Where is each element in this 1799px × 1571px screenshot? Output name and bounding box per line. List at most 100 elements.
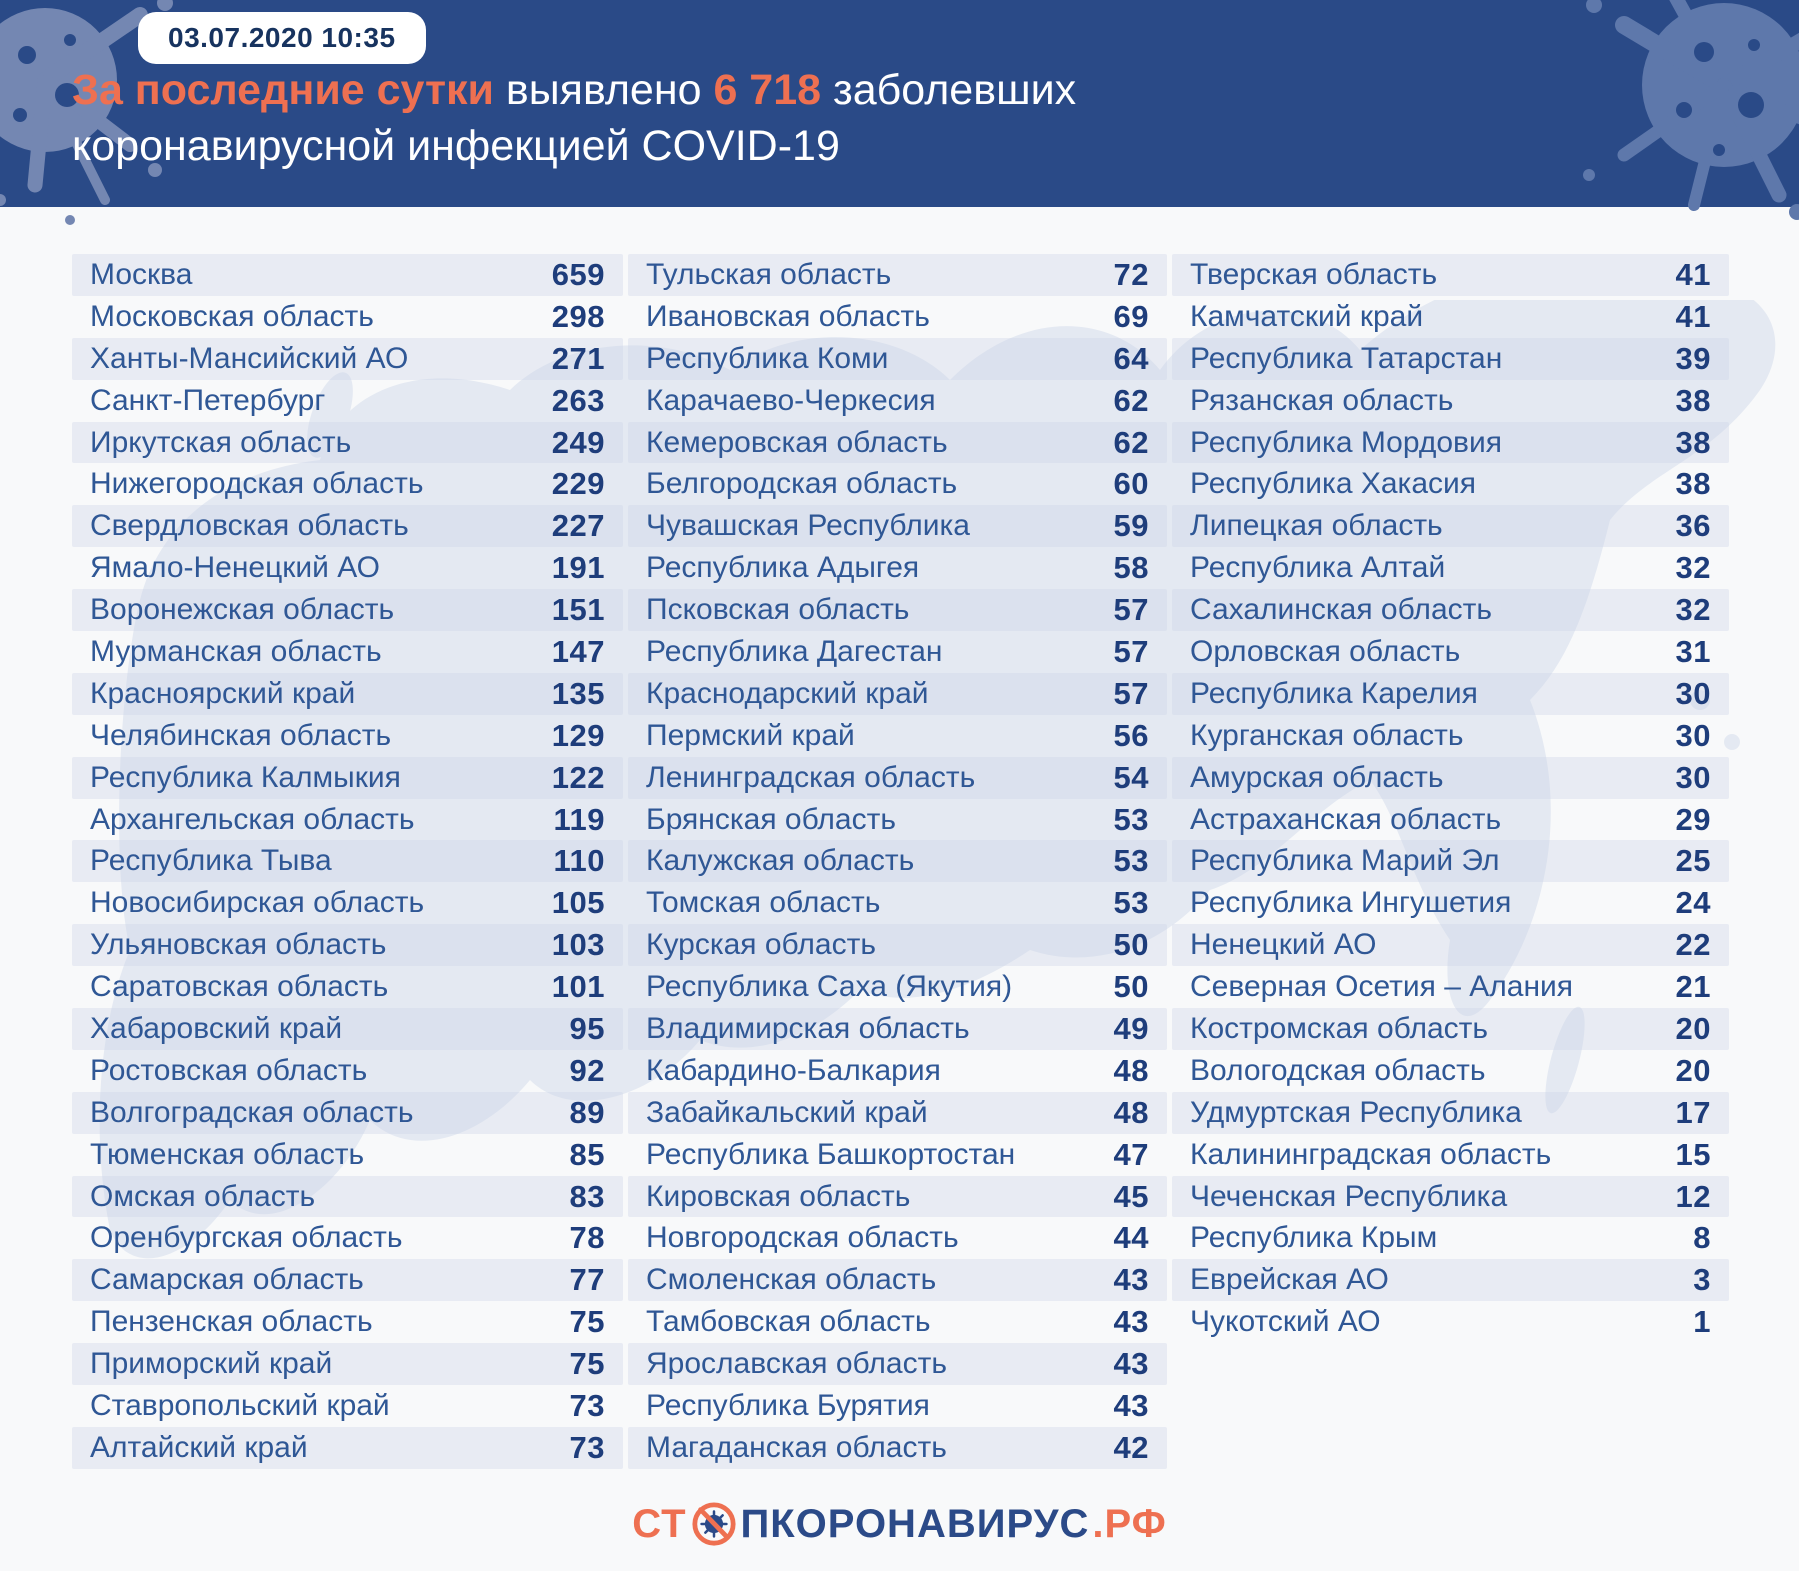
region-name: Калининградская область: [1190, 1137, 1552, 1171]
table-row: Республика Бурятия 43: [628, 1385, 1167, 1427]
region-name: Чукотский АО: [1190, 1305, 1381, 1339]
region-name: Курганская область: [1190, 718, 1464, 752]
region-name: Кабардино-Балкария: [646, 1053, 941, 1087]
region-value: 151: [551, 592, 605, 628]
region-name: Пензенская область: [90, 1305, 373, 1339]
region-name: Нижегородская область: [90, 467, 424, 501]
table-row: Республика Ингушетия 24: [1172, 882, 1729, 924]
region-value: 30: [1675, 675, 1711, 711]
region-name: Республика Калмыкия: [90, 760, 401, 794]
region-name: Карачаево-Черкесия: [646, 383, 936, 417]
region-name: Ульяновская область: [90, 928, 387, 962]
region-value: 271: [551, 340, 605, 376]
region-name: Пермский край: [646, 718, 855, 752]
region-value: 191: [551, 550, 605, 586]
region-name: Курская область: [646, 928, 876, 962]
region-name: Республика Алтай: [1190, 551, 1446, 585]
table-row: Брянская область 53: [628, 799, 1167, 841]
region-value: 1: [1693, 1304, 1711, 1340]
region-name: Чеченская Республика: [1190, 1179, 1508, 1213]
region-value: 89: [569, 1094, 605, 1130]
title-line-1: За последние сутки выявлено 6 718 заболе…: [72, 62, 1076, 118]
region-value: 32: [1675, 550, 1711, 586]
table-row: Астраханская область 29: [1172, 799, 1729, 841]
region-value: 73: [569, 1387, 605, 1423]
table-row: Чукотский АО 1: [1172, 1301, 1729, 1343]
date-badge: 03.07.2020 10:35: [138, 12, 426, 64]
title-text-1: выявлено: [493, 66, 714, 114]
region-value: 43: [1113, 1262, 1149, 1298]
region-value: 95: [569, 1010, 605, 1046]
region-value: 22: [1675, 927, 1711, 963]
region-value: 3: [1693, 1262, 1711, 1298]
region-name: Брянская область: [646, 802, 896, 836]
table-row: Сахалинская область 32: [1172, 589, 1729, 632]
logo-text-rf: .РФ: [1092, 1501, 1167, 1546]
region-name: Еврейская АО: [1190, 1263, 1389, 1297]
table-row: Владимирская область 49: [628, 1008, 1167, 1050]
region-value: 298: [551, 298, 605, 334]
region-name: Вологодская область: [1190, 1053, 1486, 1087]
region-name: Иркутская область: [90, 425, 352, 459]
region-value: 53: [1113, 885, 1149, 921]
region-value: 119: [553, 801, 605, 837]
region-value: 78: [569, 1220, 605, 1256]
table-row: Карачаево-Черкесия 62: [628, 380, 1167, 422]
region-value: 41: [1675, 298, 1711, 334]
table-row: Республика Карелия 30: [1172, 672, 1729, 715]
region-value: 263: [551, 382, 605, 418]
region-name: Алтайский край: [90, 1430, 308, 1464]
table-row: Приморский край 75: [72, 1343, 623, 1386]
region-name: Омская область: [90, 1179, 316, 1213]
region-name: Республика Адыгея: [646, 551, 920, 585]
region-name: Липецкая область: [1190, 509, 1443, 543]
table-row: Ярославская область 43: [628, 1343, 1167, 1386]
table-row: Ульяновская область 103: [72, 924, 623, 967]
region-value: 50: [1113, 969, 1149, 1005]
region-value: 227: [551, 508, 605, 544]
table-row: Магаданская область 42: [628, 1426, 1167, 1469]
table-row: Красноярский край 135: [72, 672, 623, 715]
table-row: Курганская область 30: [1172, 715, 1729, 757]
region-name: Республика Ингушетия: [1190, 886, 1512, 920]
region-value: 30: [1675, 717, 1711, 753]
region-value: 53: [1113, 843, 1149, 879]
table-row: Кабардино-Балкария 48: [628, 1050, 1167, 1092]
table-row: Удмуртская Республика 17: [1172, 1091, 1729, 1134]
region-name: Москва: [90, 257, 193, 291]
region-name: Архангельская область: [90, 802, 415, 836]
region-name: Республика Коми: [646, 341, 889, 375]
region-name: Республика Карелия: [1190, 676, 1478, 710]
table-row: Республика Марий Эл 25: [1172, 840, 1729, 883]
table-row: Республика Саха (Якутия) 50: [628, 966, 1167, 1008]
table-row: Свердловская область 227: [72, 505, 623, 548]
region-value: 53: [1113, 801, 1149, 837]
table-row: Забайкальский край 48: [628, 1091, 1167, 1134]
region-value: 72: [1113, 256, 1149, 292]
table-row: Воронежская область 151: [72, 589, 623, 632]
table-column-1: Москва 659 Московская область 298 Ханты-Манс…: [72, 254, 623, 1469]
region-value: 29: [1675, 801, 1711, 837]
stats-table: Москва 659 Московская область 298 Ханты-Манс…: [72, 254, 1729, 1469]
region-value: 659: [551, 256, 605, 292]
table-row: Самарская область 77: [72, 1259, 623, 1302]
table-row: Кировская область 45: [628, 1175, 1167, 1218]
table-row: Волгоградская область 89: [72, 1091, 623, 1134]
region-value: 12: [1675, 1178, 1711, 1214]
region-value: 56: [1113, 717, 1149, 753]
region-name: Республика Саха (Якутия): [646, 970, 1013, 1004]
region-value: 8: [1693, 1220, 1711, 1256]
region-name: Республика Татарстан: [1190, 341, 1503, 375]
table-row: Ненецкий АО 22: [1172, 924, 1729, 967]
region-value: 50: [1113, 927, 1149, 963]
table-row: Архангельская область 119: [72, 799, 623, 841]
table-row: Омская область 83: [72, 1175, 623, 1218]
region-name: Костромская область: [1190, 1011, 1489, 1045]
region-name: Свердловская область: [90, 509, 409, 543]
region-name: Санкт-Петербург: [90, 383, 326, 417]
region-value: 85: [569, 1136, 605, 1172]
region-name: Астраханская область: [1190, 802, 1502, 836]
region-name: Самарская область: [90, 1263, 364, 1297]
page-title: За последние сутки выявлено 6 718 заболе…: [72, 62, 1076, 174]
